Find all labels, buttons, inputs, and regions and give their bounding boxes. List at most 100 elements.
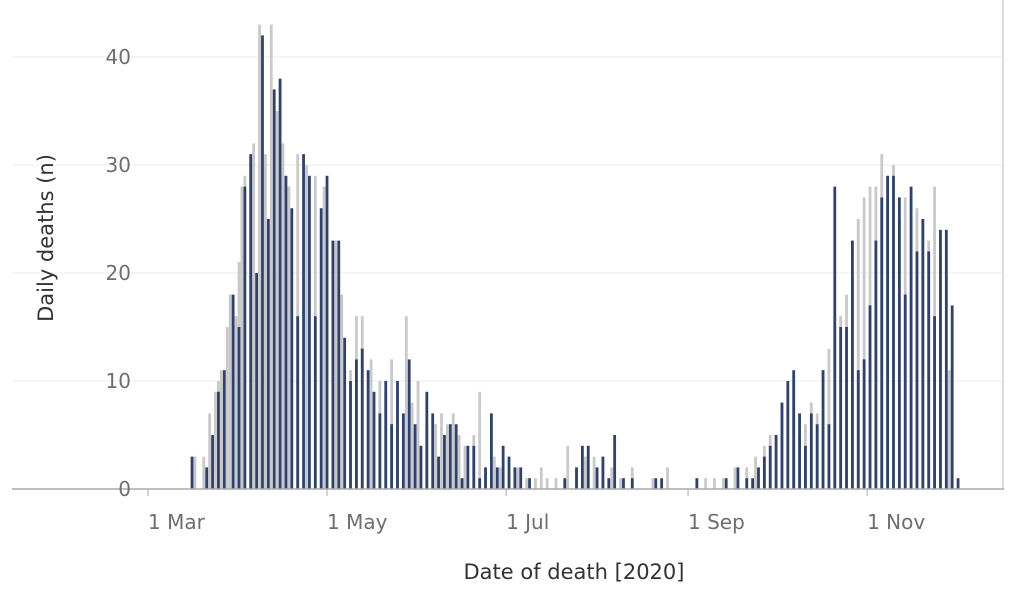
bar [234, 316, 238, 489]
bar [956, 478, 960, 489]
bar [944, 229, 948, 490]
bar [654, 478, 658, 489]
bar [290, 208, 294, 489]
bar [492, 456, 496, 489]
gridlines [12, 56, 1003, 382]
bar [862, 359, 866, 489]
bar [833, 186, 837, 489]
bar [275, 111, 279, 489]
bar [404, 316, 408, 489]
bar [243, 186, 247, 489]
bar [193, 456, 197, 489]
bar [519, 467, 523, 489]
y-tick-label: 20 [106, 261, 131, 285]
x-tick-label: 1 Sep [688, 510, 745, 534]
bar [231, 294, 235, 489]
bar [484, 467, 487, 489]
bar [704, 478, 708, 489]
bar [261, 35, 264, 490]
bar [349, 381, 352, 489]
bar [862, 197, 866, 489]
bar [249, 154, 253, 489]
bar [751, 478, 755, 489]
bar [915, 251, 919, 489]
bar [660, 478, 664, 489]
bar [190, 456, 194, 489]
bar [454, 424, 458, 489]
bar [463, 445, 467, 489]
bar [448, 424, 452, 489]
bar [390, 424, 394, 489]
bar [539, 467, 543, 489]
bar [354, 359, 358, 489]
bar [222, 370, 226, 489]
bar [255, 273, 258, 489]
bar [607, 478, 611, 489]
bar [264, 154, 267, 489]
bar [440, 413, 443, 489]
bar [856, 370, 860, 489]
bar [331, 240, 335, 489]
bar [490, 413, 493, 489]
bar [407, 359, 411, 489]
bar [410, 402, 414, 489]
bar [258, 24, 261, 489]
bar [419, 445, 423, 489]
bar [851, 240, 854, 489]
bar [798, 413, 801, 489]
bar [516, 467, 520, 489]
bar [736, 467, 740, 489]
bar [583, 456, 587, 489]
bar [933, 316, 936, 489]
bar [313, 316, 317, 489]
bar [733, 467, 737, 489]
bar [897, 197, 901, 489]
bar [886, 175, 890, 490]
x-axis-ticks: 1 Mar 1 May 1 Jul 1 Sep 1 Nov [147, 489, 925, 534]
bar [950, 305, 954, 489]
bar [768, 445, 772, 489]
bar [284, 175, 288, 490]
bar [909, 186, 913, 489]
bar [202, 456, 206, 489]
bar [472, 445, 476, 489]
bar [586, 445, 590, 489]
bar [757, 467, 760, 489]
bar [431, 413, 435, 489]
bar [601, 456, 605, 489]
bar [821, 370, 825, 489]
bar [580, 445, 584, 489]
bar [478, 391, 482, 489]
bar [927, 251, 931, 489]
bar [366, 370, 370, 489]
bar [266, 219, 270, 489]
bar [413, 424, 417, 489]
bar [774, 435, 778, 489]
bar [845, 327, 848, 489]
bar [460, 478, 464, 489]
bar [513, 467, 517, 489]
bar [281, 143, 285, 489]
bar [302, 154, 305, 489]
bar [360, 348, 364, 489]
bar [305, 165, 308, 489]
bar [780, 402, 784, 489]
x-tick-label: 1 Nov [867, 510, 925, 534]
bar [809, 413, 813, 489]
bar [378, 413, 382, 489]
bar [208, 413, 212, 489]
bar [416, 381, 420, 489]
bar [754, 456, 757, 489]
bar [296, 316, 300, 489]
bar [343, 337, 347, 489]
bar [211, 435, 214, 489]
bar [613, 435, 617, 489]
bar [269, 24, 273, 489]
bar [880, 197, 884, 489]
bar [619, 478, 622, 489]
bar [575, 467, 578, 489]
bar [827, 348, 831, 489]
bar [792, 370, 796, 489]
bar [563, 478, 567, 489]
